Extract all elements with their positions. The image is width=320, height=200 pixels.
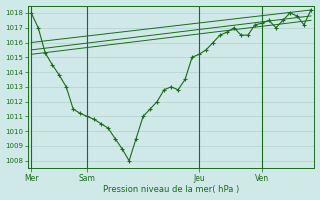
X-axis label: Pression niveau de la mer( hPa ): Pression niveau de la mer( hPa ) bbox=[103, 185, 239, 194]
